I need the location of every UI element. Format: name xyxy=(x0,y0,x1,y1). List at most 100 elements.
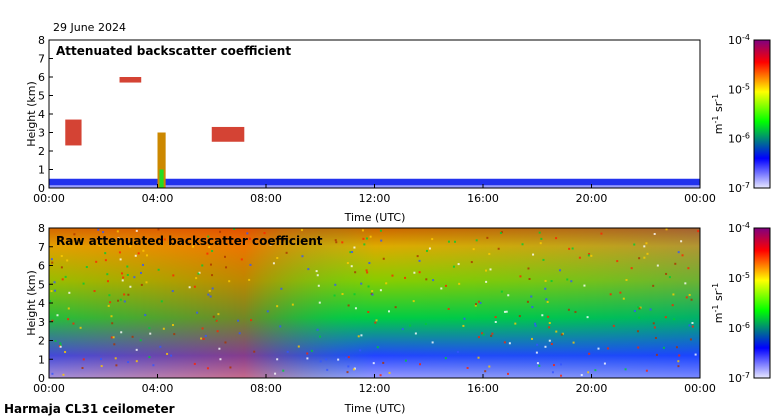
noise-pixel xyxy=(129,245,132,248)
noise-pixel xyxy=(489,268,492,271)
noise-pixel xyxy=(207,293,210,296)
noise-pixel xyxy=(102,238,105,241)
noise-pixel xyxy=(145,254,148,257)
noise-pixel xyxy=(306,357,309,360)
noise-pixel xyxy=(73,233,76,236)
noise-pixel xyxy=(691,325,694,328)
noise-pixel xyxy=(382,257,385,260)
noise-pixel xyxy=(300,229,303,232)
y-tick-label: 5 xyxy=(38,90,45,103)
noise-pixel xyxy=(250,319,253,322)
noise-pixel xyxy=(470,261,473,264)
noise-pixel xyxy=(64,275,67,278)
noise-pixel xyxy=(350,265,353,268)
noise-pixel xyxy=(246,232,249,235)
noise-pixel xyxy=(122,276,125,279)
noise-pixel xyxy=(145,281,148,284)
noise-pixel xyxy=(282,239,285,242)
noise-pixel xyxy=(694,353,697,356)
x-tick-label: 16:00 xyxy=(467,382,499,395)
noise-pixel xyxy=(424,322,427,325)
noise-pixel xyxy=(59,345,62,348)
noise-pixel xyxy=(60,266,63,269)
noise-pixel xyxy=(99,358,102,361)
noise-pixel xyxy=(347,365,350,368)
noise-pixel xyxy=(326,368,329,371)
noise-pixel xyxy=(98,244,101,247)
noise-pixel xyxy=(431,238,434,241)
noise-pixel xyxy=(536,343,539,346)
noise-pixel xyxy=(499,231,502,234)
noise-pixel xyxy=(216,330,219,333)
noise-pixel xyxy=(609,293,612,296)
panel-title: Raw attenuated backscatter coefficient xyxy=(56,234,323,248)
noise-pixel xyxy=(687,267,690,270)
noise-pixel xyxy=(538,231,541,234)
noise-pixel xyxy=(346,371,349,374)
raw-backscatter-panel: Raw attenuated backscatter coefficient T… xyxy=(25,222,716,415)
noise-pixel xyxy=(630,267,633,270)
noise-pixel xyxy=(440,287,443,290)
noise-pixel xyxy=(414,332,417,335)
colorbar-tick-label: 10-4 xyxy=(728,221,750,235)
noise-pixel xyxy=(546,300,549,303)
noise-pixel xyxy=(266,310,269,313)
noise-pixel xyxy=(580,374,583,377)
noise-pixel xyxy=(269,243,272,246)
noise-pixel xyxy=(616,260,619,263)
noise-pixel xyxy=(541,314,544,317)
x-tick-label: 16:00 xyxy=(467,192,499,205)
noise-pixel xyxy=(638,307,641,310)
noise-pixel xyxy=(559,363,562,366)
noise-pixel xyxy=(54,289,57,292)
noise-pixel xyxy=(319,335,322,338)
noise-pixel xyxy=(466,366,469,369)
noise-pixel xyxy=(559,269,562,272)
noise-pixel xyxy=(526,300,529,303)
noise-pixel xyxy=(418,259,421,262)
noise-pixel xyxy=(102,236,105,239)
noise-pixel xyxy=(218,347,221,350)
noise-pixel xyxy=(665,228,668,231)
noise-pixel xyxy=(452,265,455,268)
noise-pixel xyxy=(359,349,362,352)
noise-pixel xyxy=(139,339,142,342)
noise-pixel xyxy=(301,255,304,258)
noise-pixel xyxy=(572,341,575,344)
noise-pixel xyxy=(193,362,196,365)
y-tick-label: 4 xyxy=(38,108,45,121)
noise-pixel xyxy=(225,266,228,269)
noise-pixel xyxy=(68,291,71,294)
noise-pixel xyxy=(285,251,288,254)
noise-pixel xyxy=(566,278,569,281)
noise-pixel xyxy=(567,308,570,311)
noise-pixel xyxy=(306,352,309,355)
noise-pixel xyxy=(129,285,132,288)
noise-pixel xyxy=(507,294,510,297)
noise-pixel xyxy=(488,365,491,368)
x-tick-label: 04:00 xyxy=(142,192,174,205)
noise-pixel xyxy=(162,327,165,330)
noise-pixel xyxy=(665,272,668,275)
noise-pixel xyxy=(345,357,348,360)
noise-pixel xyxy=(588,252,591,255)
x-tick-label: 00:00 xyxy=(684,192,716,205)
noise-pixel xyxy=(50,290,53,293)
noise-pixel xyxy=(219,358,222,361)
noise-pixel xyxy=(341,241,344,244)
cloud-layer xyxy=(211,126,245,142)
noise-pixel xyxy=(334,239,337,242)
noise-pixel xyxy=(409,324,412,327)
noise-pixel xyxy=(82,282,85,285)
noise-pixel xyxy=(418,271,421,274)
noise-pixel xyxy=(206,252,209,255)
noise-pixel xyxy=(206,367,209,370)
noise-pixel xyxy=(385,282,388,285)
noise-pixel xyxy=(139,271,142,274)
noise-pixel xyxy=(376,346,379,349)
noise-pixel xyxy=(643,256,646,259)
y-tick-label: 8 xyxy=(38,222,45,235)
noise-pixel xyxy=(274,372,277,375)
noise-pixel xyxy=(552,364,555,367)
